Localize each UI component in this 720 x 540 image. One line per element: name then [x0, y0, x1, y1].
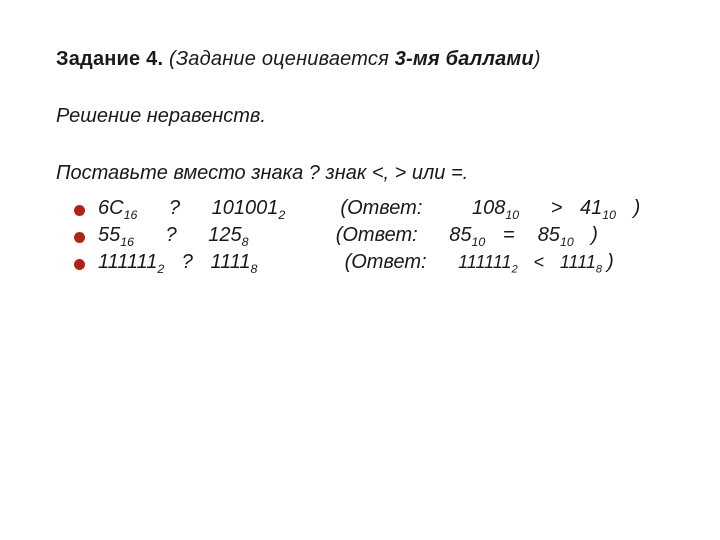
- lhs-value: 6С: [98, 197, 124, 219]
- task-label: Задание 4.: [56, 48, 163, 70]
- answer: (Ответ: 1111112 < 11118 ): [345, 251, 614, 273]
- rhs-base: 2: [278, 208, 285, 222]
- ans-right-value: 41: [580, 197, 602, 219]
- ans-left-value: 111111: [458, 252, 511, 272]
- ans-right-base: 8: [596, 264, 602, 276]
- task-title: Задание 4. (Задание оценивается 3-мя бал…: [56, 48, 664, 71]
- answer: (Ответ: 10810 > 4110 ): [340, 197, 640, 219]
- lhs-base: 2: [157, 262, 164, 276]
- q-op: ?: [166, 224, 177, 246]
- task-rest-prefix: (Задание оценивается: [163, 48, 395, 70]
- rhs-base: 8: [251, 262, 258, 276]
- ans-op: =: [503, 224, 515, 246]
- instruction-ops: <, >: [372, 162, 406, 184]
- task-list: 6С16 ? 1010012 (Ответ: 10810 > 4110 ) 55…: [74, 195, 664, 276]
- lhs-base: 16: [124, 208, 138, 222]
- lhs-value: 111111: [98, 251, 157, 273]
- lhs-value: 55: [98, 224, 120, 246]
- answer-label: (Ответ:: [340, 197, 422, 219]
- answer-close: ): [634, 197, 641, 219]
- ans-op: >: [551, 197, 563, 219]
- answer-close: ): [607, 251, 614, 273]
- list-item: 5516 ? 1258 (Ответ: 8510 = 8510 ): [74, 222, 664, 249]
- instruction-tail: или =.: [406, 162, 468, 184]
- answer-label: (Ответ:: [336, 224, 418, 246]
- list-item: 1111112 ? 11118 (Ответ: 1111112 < 11118 …: [74, 249, 664, 276]
- rhs-value: 101001: [212, 197, 279, 219]
- rhs-value: 1111: [210, 251, 250, 273]
- ans-left-base: 10: [505, 208, 519, 222]
- answer-close: ): [591, 224, 598, 246]
- ans-op: <: [534, 252, 545, 272]
- instruction: Поставьте вместо знака ? знак <, > или =…: [56, 162, 664, 185]
- task-points: 3-мя баллами: [395, 48, 534, 70]
- ans-left-base: 10: [472, 235, 486, 249]
- ans-left-value: 85: [449, 224, 471, 246]
- ans-right-value: 1111: [560, 252, 596, 272]
- ans-right-value: 85: [538, 224, 560, 246]
- rhs-value: 125: [208, 224, 241, 246]
- answer: (Ответ: 8510 = 8510 ): [336, 224, 598, 246]
- task-rest-suffix: ): [534, 48, 541, 70]
- q-op: ?: [182, 251, 193, 273]
- q-op: ?: [169, 197, 180, 219]
- list-item: 6С16 ? 1010012 (Ответ: 10810 > 4110 ): [74, 195, 664, 222]
- lhs-base: 16: [120, 235, 134, 249]
- ans-left-value: 108: [472, 197, 505, 219]
- rhs-base: 8: [242, 235, 249, 249]
- ans-right-base: 10: [602, 208, 616, 222]
- ans-right-base: 10: [560, 235, 574, 249]
- slide: Задание 4. (Задание оценивается 3-мя бал…: [0, 0, 720, 540]
- instruction-lead: Поставьте вместо знака ? знак: [56, 162, 372, 184]
- answer-label: (Ответ:: [345, 251, 427, 273]
- subtitle: Решение неравенств.: [56, 105, 664, 128]
- ans-left-base: 2: [512, 264, 518, 276]
